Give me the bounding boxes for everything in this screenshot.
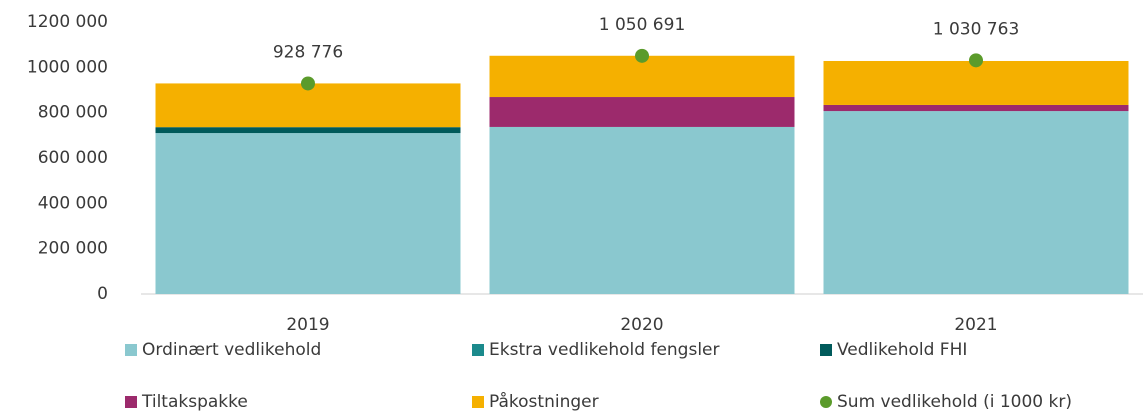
- y-tick-label: 200 000: [38, 239, 108, 259]
- bar-segment: [155, 83, 461, 128]
- sum-point: [301, 76, 315, 91]
- legend-label: Påkostninger: [489, 391, 599, 412]
- legend-marker: [125, 344, 137, 356]
- legend-marker: [472, 396, 484, 408]
- y-tick-label: 400 000: [38, 193, 108, 213]
- legend-label: Tiltakspakke: [141, 392, 248, 412]
- data-label: 1 050 691: [599, 15, 686, 35]
- bar-segment: [823, 104, 1129, 112]
- legend-label: Vedlikehold FHI: [837, 340, 967, 360]
- y-tick-label: 0: [97, 284, 108, 304]
- bar-segment: [823, 60, 1129, 105]
- x-tick-label: 2019: [286, 315, 329, 335]
- legend-marker: [472, 344, 484, 356]
- bar-segment: [489, 97, 795, 127]
- sum-point: [969, 53, 983, 68]
- bar-segment: [155, 127, 461, 134]
- y-tick-label: 600 000: [38, 148, 108, 168]
- x-tick-label: 2021: [954, 315, 997, 335]
- legend-label: Sum vedlikehold (i 1000 kr): [837, 392, 1072, 412]
- data-label: 1 030 763: [933, 19, 1020, 39]
- bar-segment: [489, 126, 795, 295]
- legend-label: Ordinært vedlikehold: [142, 340, 321, 360]
- bar-segment: [823, 111, 1129, 294]
- data-label: 928 776: [273, 42, 343, 62]
- sum-point: [635, 48, 649, 63]
- legend-marker: [820, 396, 832, 408]
- y-tick-label: 800 000: [38, 103, 108, 123]
- legend-marker: [125, 396, 137, 408]
- y-tick-label: 1200 000: [27, 12, 108, 32]
- x-tick-label: 2020: [620, 315, 663, 335]
- legend-label: Ekstra vedlikehold fengsler: [489, 340, 720, 360]
- bar-segment: [155, 133, 461, 294]
- legend-marker: [820, 344, 832, 356]
- y-tick-label: 1000 000: [27, 57, 108, 77]
